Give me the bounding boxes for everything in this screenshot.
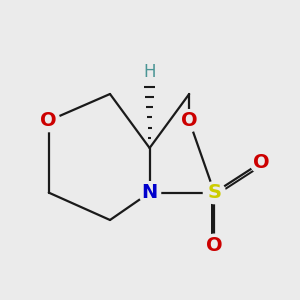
Circle shape: [38, 110, 60, 132]
Text: O: O: [40, 111, 57, 130]
Text: O: O: [253, 153, 269, 172]
Text: O: O: [206, 236, 223, 255]
Circle shape: [141, 63, 159, 81]
Text: N: N: [142, 183, 158, 202]
Circle shape: [178, 110, 200, 132]
Circle shape: [250, 152, 272, 173]
Circle shape: [139, 182, 160, 204]
Circle shape: [203, 234, 225, 256]
Text: O: O: [181, 111, 197, 130]
Text: S: S: [207, 183, 221, 202]
Circle shape: [203, 182, 225, 204]
Text: H: H: [143, 63, 156, 81]
